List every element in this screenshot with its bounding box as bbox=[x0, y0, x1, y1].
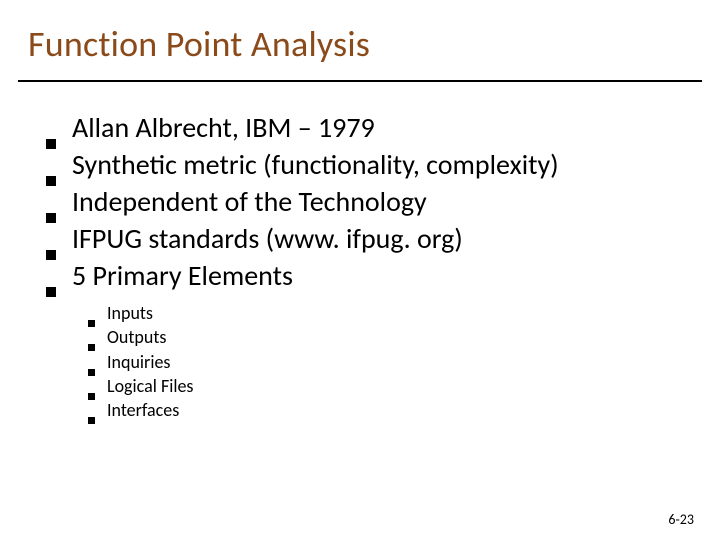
list-item: Synthetic metric (functionality, complex… bbox=[46, 147, 720, 182]
square-bullet-icon bbox=[88, 344, 95, 351]
main-list: Allan Albrecht, IBM – 1979 Synthetic met… bbox=[46, 110, 720, 293]
square-bullet-icon bbox=[46, 176, 56, 186]
list-item-text: Independent of the Technology bbox=[72, 184, 427, 219]
square-bullet-icon bbox=[46, 139, 56, 149]
sub-list-item: Inquiries bbox=[88, 350, 720, 374]
square-bullet-icon bbox=[88, 320, 95, 327]
sub-list-item: Inputs bbox=[88, 301, 720, 325]
sub-list-item-text: Outputs bbox=[107, 325, 166, 349]
sub-list-item: Interfaces bbox=[88, 398, 720, 422]
square-bullet-icon bbox=[46, 287, 56, 297]
square-bullet-icon bbox=[46, 213, 56, 223]
sub-list-item-text: Inquiries bbox=[107, 350, 170, 374]
sub-list-item: Outputs bbox=[88, 325, 720, 349]
sub-list: Inputs Outputs Inquiries Logical Files I… bbox=[46, 295, 720, 422]
square-bullet-icon bbox=[46, 250, 56, 260]
slide-title: Function Point Analysis bbox=[28, 22, 720, 66]
title-area: Function Point Analysis bbox=[0, 0, 720, 74]
sub-list-item-text: Inputs bbox=[107, 301, 153, 325]
content-area: Allan Albrecht, IBM – 1979 Synthetic met… bbox=[0, 82, 720, 422]
list-item-text: Allan Albrecht, IBM – 1979 bbox=[72, 110, 375, 145]
list-item-text: IFPUG standards (www. ifpug. org) bbox=[72, 221, 463, 256]
square-bullet-icon bbox=[88, 417, 95, 424]
sub-list-item-text: Interfaces bbox=[107, 398, 179, 422]
square-bullet-icon bbox=[88, 393, 95, 400]
slide-number: 6-23 bbox=[668, 511, 694, 528]
sub-list-item-text: Logical Files bbox=[107, 374, 193, 398]
list-item: IFPUG standards (www. ifpug. org) bbox=[46, 221, 720, 256]
sub-list-item: Logical Files bbox=[88, 374, 720, 398]
list-item-text: Synthetic metric (functionality, complex… bbox=[72, 147, 559, 182]
square-bullet-icon bbox=[88, 369, 95, 376]
list-item: Allan Albrecht, IBM – 1979 bbox=[46, 110, 720, 145]
list-item: 5 Primary Elements bbox=[46, 258, 720, 293]
list-item: Independent of the Technology bbox=[46, 184, 720, 219]
list-item-text: 5 Primary Elements bbox=[72, 258, 293, 293]
